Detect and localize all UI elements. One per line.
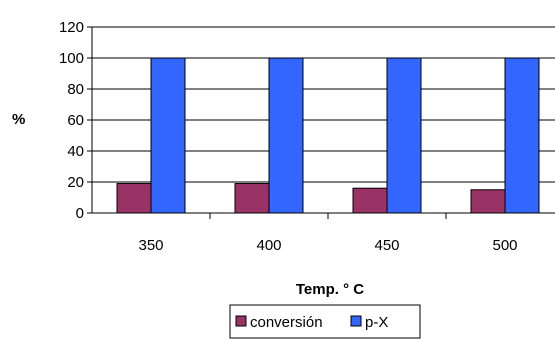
x-axis-title: Temp. ° C xyxy=(296,281,364,298)
legend-frame xyxy=(229,304,421,339)
bar-px-400 xyxy=(268,57,304,214)
y-axis-title: % xyxy=(12,111,25,128)
y-tick-label: 100 xyxy=(59,50,84,67)
y-tick-label: 40 xyxy=(67,143,84,160)
y-tick-label: 80 xyxy=(67,81,84,98)
x-tick-label: 450 xyxy=(374,237,399,254)
x-tick-label: 500 xyxy=(492,237,517,254)
x-tick-labels: 350 400 450 500 xyxy=(138,213,518,254)
bar-conversion-350 xyxy=(116,183,152,214)
bar-px-500 xyxy=(504,57,540,214)
legend-label-px: p-X xyxy=(365,314,388,331)
legend: conversión p-X xyxy=(229,304,421,339)
bar-conversion-450 xyxy=(352,187,388,214)
bars xyxy=(116,57,540,214)
y-tick-label: 120 xyxy=(59,19,84,36)
bar-conversion-500 xyxy=(470,189,506,214)
x-tick-label: 350 xyxy=(138,237,163,254)
y-tick-label: 60 xyxy=(67,112,84,129)
bar-px-350 xyxy=(150,57,186,214)
x-tick-label: 400 xyxy=(256,237,281,254)
bar-conversion-400 xyxy=(234,183,270,214)
y-tick-labels: 0 20 40 60 80 100 120 xyxy=(59,19,92,222)
y-tick-label: 20 xyxy=(67,174,84,191)
legend-swatch-px xyxy=(350,315,362,327)
y-tick-label: 0 xyxy=(76,205,84,222)
bar-px-450 xyxy=(386,57,422,214)
legend-label-conversion: conversión xyxy=(250,314,323,331)
legend-swatch-conversion xyxy=(235,315,247,327)
